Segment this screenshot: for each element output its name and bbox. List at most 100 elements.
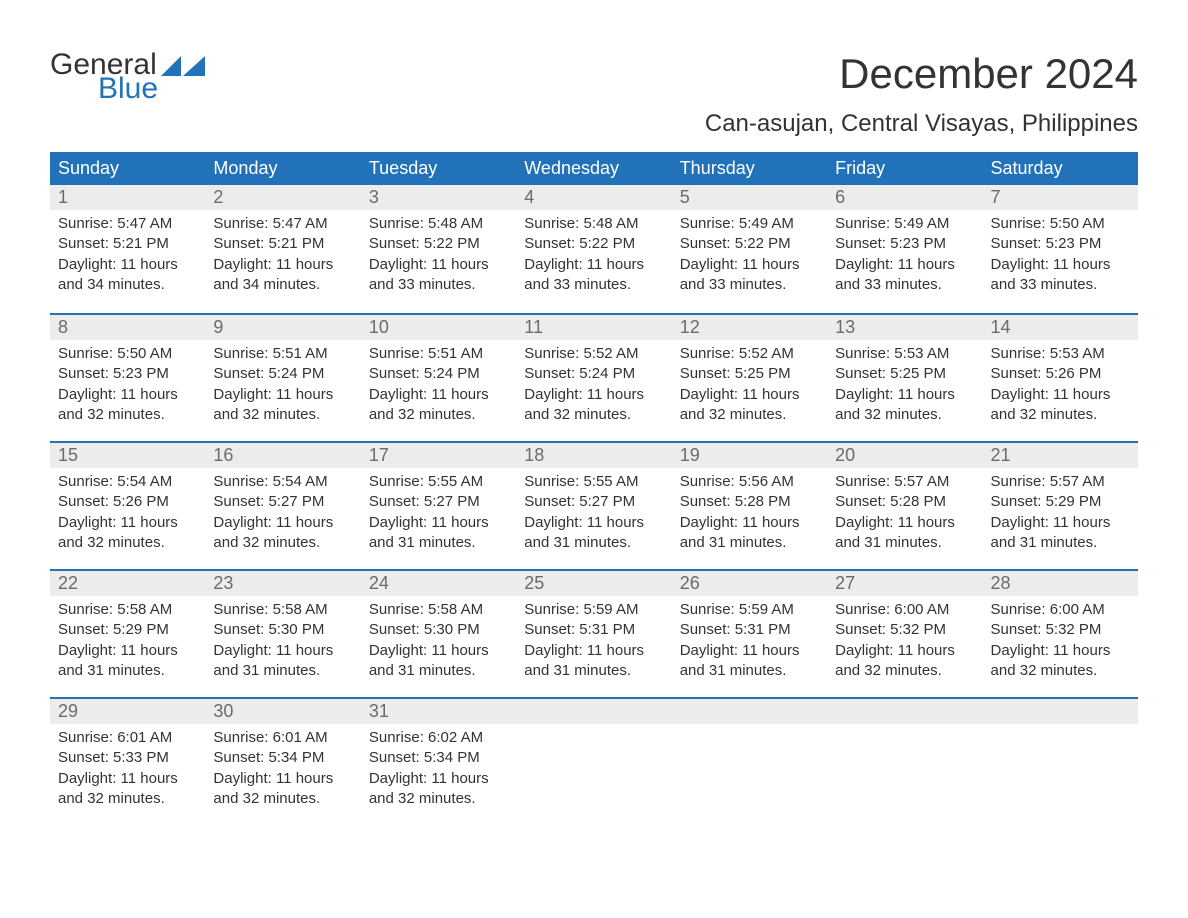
day-content: Sunrise: 5:54 AMSunset: 5:27 PMDaylight:… <box>205 468 360 553</box>
day-number: 7 <box>983 185 1138 210</box>
day-number: 29 <box>50 699 205 724</box>
calendar-day: 19Sunrise: 5:56 AMSunset: 5:28 PMDayligh… <box>672 443 827 569</box>
day-number: 5 <box>672 185 827 210</box>
day-content <box>983 724 1138 728</box>
daylight-text: and 33 minutes. <box>835 275 974 295</box>
calendar-day: 1Sunrise: 5:47 AMSunset: 5:21 PMDaylight… <box>50 185 205 313</box>
daylight-text: Daylight: 11 hours <box>524 385 663 405</box>
sunrise-text: Sunrise: 5:48 AM <box>369 214 508 234</box>
daylight-text: Daylight: 11 hours <box>680 513 819 533</box>
daylight-text: Daylight: 11 hours <box>680 641 819 661</box>
daylight-text: and 32 minutes. <box>680 405 819 425</box>
calendar: Sunday Monday Tuesday Wednesday Thursday… <box>50 152 1138 825</box>
sunset-text: Sunset: 5:25 PM <box>835 364 974 384</box>
day-number: 12 <box>672 315 827 340</box>
day-content: Sunrise: 5:59 AMSunset: 5:31 PMDaylight:… <box>672 596 827 681</box>
day-number: 24 <box>361 571 516 596</box>
calendar-day: 27Sunrise: 6:00 AMSunset: 5:32 PMDayligh… <box>827 571 982 697</box>
sunrise-text: Sunrise: 5:47 AM <box>213 214 352 234</box>
daylight-text: Daylight: 11 hours <box>991 255 1130 275</box>
sunrise-text: Sunrise: 5:52 AM <box>524 344 663 364</box>
day-header: Tuesday <box>361 152 516 185</box>
daylight-text: Daylight: 11 hours <box>369 385 508 405</box>
sunrise-text: Sunrise: 5:55 AM <box>524 472 663 492</box>
sunrise-text: Sunrise: 5:51 AM <box>369 344 508 364</box>
daylight-text: and 32 minutes. <box>835 405 974 425</box>
daylight-text: and 31 minutes. <box>369 661 508 681</box>
sunrise-text: Sunrise: 5:49 AM <box>680 214 819 234</box>
daylight-text: and 31 minutes. <box>58 661 197 681</box>
calendar-day: 14Sunrise: 5:53 AMSunset: 5:26 PMDayligh… <box>983 315 1138 441</box>
day-number: 20 <box>827 443 982 468</box>
daylight-text: Daylight: 11 hours <box>991 513 1130 533</box>
sunrise-text: Sunrise: 5:54 AM <box>213 472 352 492</box>
sunrise-text: Sunrise: 6:00 AM <box>991 600 1130 620</box>
sunrise-text: Sunrise: 5:59 AM <box>524 600 663 620</box>
day-number: 22 <box>50 571 205 596</box>
daylight-text: Daylight: 11 hours <box>58 769 197 789</box>
daylight-text: Daylight: 11 hours <box>680 385 819 405</box>
sunrise-text: Sunrise: 5:47 AM <box>58 214 197 234</box>
daylight-text: and 32 minutes. <box>58 405 197 425</box>
sunset-text: Sunset: 5:23 PM <box>58 364 197 384</box>
day-number: 11 <box>516 315 671 340</box>
daylight-text: and 31 minutes. <box>524 533 663 553</box>
calendar-day: 28Sunrise: 6:00 AMSunset: 5:32 PMDayligh… <box>983 571 1138 697</box>
sunrise-text: Sunrise: 5:59 AM <box>680 600 819 620</box>
sunset-text: Sunset: 5:21 PM <box>213 234 352 254</box>
sunrise-text: Sunrise: 5:50 AM <box>991 214 1130 234</box>
daylight-text: Daylight: 11 hours <box>835 255 974 275</box>
day-header: Wednesday <box>516 152 671 185</box>
day-number: 14 <box>983 315 1138 340</box>
sunrise-text: Sunrise: 6:00 AM <box>835 600 974 620</box>
day-number: 28 <box>983 571 1138 596</box>
daylight-text: and 31 minutes. <box>524 661 663 681</box>
daylight-text: Daylight: 11 hours <box>58 255 197 275</box>
calendar-day <box>516 699 671 825</box>
day-content: Sunrise: 5:47 AMSunset: 5:21 PMDaylight:… <box>50 210 205 295</box>
sunset-text: Sunset: 5:34 PM <box>369 748 508 768</box>
sunrise-text: Sunrise: 6:02 AM <box>369 728 508 748</box>
page-title: December 2024 <box>839 50 1138 98</box>
sunrise-text: Sunrise: 5:58 AM <box>369 600 508 620</box>
daylight-text: and 31 minutes. <box>680 661 819 681</box>
sunrise-text: Sunrise: 6:01 AM <box>213 728 352 748</box>
sunset-text: Sunset: 5:21 PM <box>58 234 197 254</box>
location-subtitle: Can-asujan, Central Visayas, Philippines <box>50 110 1138 138</box>
calendar-day: 15Sunrise: 5:54 AMSunset: 5:26 PMDayligh… <box>50 443 205 569</box>
day-content: Sunrise: 5:52 AMSunset: 5:24 PMDaylight:… <box>516 340 671 425</box>
daylight-text: and 31 minutes. <box>835 533 974 553</box>
sunrise-text: Sunrise: 5:56 AM <box>680 472 819 492</box>
day-content: Sunrise: 5:49 AMSunset: 5:23 PMDaylight:… <box>827 210 982 295</box>
calendar-week: 15Sunrise: 5:54 AMSunset: 5:26 PMDayligh… <box>50 441 1138 569</box>
sunset-text: Sunset: 5:22 PM <box>369 234 508 254</box>
day-number <box>672 699 827 724</box>
sunset-text: Sunset: 5:30 PM <box>369 620 508 640</box>
day-number: 9 <box>205 315 360 340</box>
daylight-text: and 31 minutes. <box>680 533 819 553</box>
sunrise-text: Sunrise: 5:53 AM <box>991 344 1130 364</box>
sunset-text: Sunset: 5:30 PM <box>213 620 352 640</box>
daylight-text: Daylight: 11 hours <box>58 641 197 661</box>
day-header: Sunday <box>50 152 205 185</box>
daylight-text: Daylight: 11 hours <box>524 641 663 661</box>
sunrise-text: Sunrise: 5:52 AM <box>680 344 819 364</box>
daylight-text: and 32 minutes. <box>369 405 508 425</box>
sunset-text: Sunset: 5:22 PM <box>680 234 819 254</box>
day-number: 8 <box>50 315 205 340</box>
sunset-text: Sunset: 5:24 PM <box>213 364 352 384</box>
daylight-text: Daylight: 11 hours <box>58 385 197 405</box>
daylight-text: and 32 minutes. <box>524 405 663 425</box>
calendar-day: 22Sunrise: 5:58 AMSunset: 5:29 PMDayligh… <box>50 571 205 697</box>
day-number: 17 <box>361 443 516 468</box>
day-number: 15 <box>50 443 205 468</box>
daylight-text: Daylight: 11 hours <box>680 255 819 275</box>
day-content: Sunrise: 5:56 AMSunset: 5:28 PMDaylight:… <box>672 468 827 553</box>
sunset-text: Sunset: 5:27 PM <box>369 492 508 512</box>
day-content: Sunrise: 6:00 AMSunset: 5:32 PMDaylight:… <box>827 596 982 681</box>
sunset-text: Sunset: 5:23 PM <box>835 234 974 254</box>
sunset-text: Sunset: 5:29 PM <box>58 620 197 640</box>
day-number <box>516 699 671 724</box>
sunset-text: Sunset: 5:32 PM <box>835 620 974 640</box>
daylight-text: Daylight: 11 hours <box>991 641 1130 661</box>
